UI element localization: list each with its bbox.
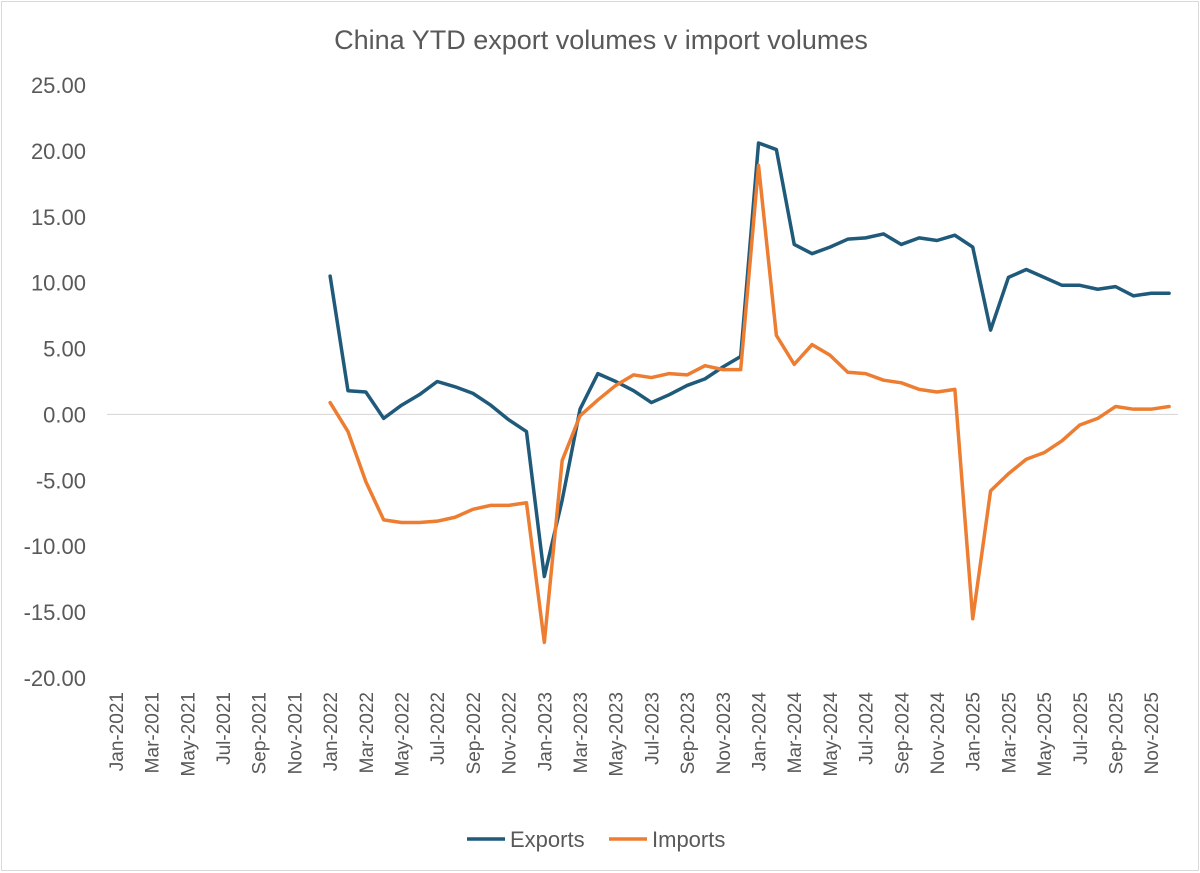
x-tick-label: May-2024: [821, 692, 842, 777]
chart-title: China YTD export volumes v import volume…: [334, 25, 868, 55]
x-tick-label: May-2021: [178, 692, 199, 777]
legend-label-exports: Exports: [510, 827, 585, 852]
x-tick-label: Mar-2021: [143, 692, 164, 773]
y-tick-label: 0.00: [43, 402, 86, 427]
y-tick-label: -15.00: [24, 600, 86, 625]
y-tick-label: 15.00: [31, 205, 86, 230]
x-tick-label: May-2023: [607, 692, 628, 777]
x-tick-label: Sep-2022: [464, 692, 485, 774]
x-tick-label: Mar-2025: [999, 692, 1020, 773]
x-tick-label: Jul-2023: [642, 692, 663, 765]
x-tick-label: Sep-2025: [1107, 692, 1128, 774]
x-tick-label: Nov-2021: [285, 692, 306, 774]
y-tick-label: 20.00: [31, 139, 86, 164]
x-tick-label: Mar-2022: [357, 692, 378, 773]
x-tick-label: Nov-2022: [500, 692, 521, 774]
y-tick-label: -10.00: [24, 534, 86, 559]
x-tick-label: Jan-2024: [750, 692, 771, 772]
x-tick-label: Jan-2025: [964, 692, 985, 771]
series-line-imports: [328, 163, 1171, 645]
x-tick-label: May-2025: [1035, 692, 1056, 777]
x-tick-label: Nov-2025: [1142, 692, 1163, 774]
series-line-exports: [328, 141, 1171, 579]
x-tick-label: May-2022: [393, 692, 414, 777]
y-tick-label: 25.00: [31, 73, 86, 98]
y-tick-label: 10.00: [31, 271, 86, 296]
x-tick-label: Jul-2024: [857, 692, 878, 765]
x-tick-label: Jan-2021: [107, 692, 128, 771]
series-layer: [328, 141, 1171, 645]
y-axis-ticks: 25.00 20.00 15.00 10.00 5.00 0.00 -5.00 -10.00 -…: [24, 73, 86, 691]
x-axis-ticks: Jan-2021 Mar-2021 May-2021 Jul-2021 Sep-2021…: [107, 692, 1163, 777]
x-tick-label: Mar-2023: [571, 692, 592, 773]
x-tick-label: Jan-2022: [321, 692, 342, 771]
x-tick-label: Jan-2023: [535, 692, 556, 771]
x-tick-label: Nov-2024: [928, 692, 949, 775]
x-tick-label: Sep-2021: [250, 692, 271, 774]
legend-label-imports: Imports: [652, 827, 725, 852]
x-tick-label: Jul-2025: [1071, 692, 1092, 765]
y-tick-label: -5.00: [36, 468, 86, 493]
y-tick-label: -20.00: [24, 666, 86, 691]
legend: Exports Imports: [467, 827, 725, 852]
x-tick-label: Sep-2024: [892, 692, 913, 775]
x-tick-label: Jul-2022: [428, 692, 449, 765]
x-tick-label: Mar-2024: [785, 692, 806, 774]
x-tick-label: Sep-2023: [678, 692, 699, 774]
x-tick-label: Jul-2021: [214, 692, 235, 765]
y-tick-label: 5.00: [43, 337, 86, 362]
x-tick-label: Nov-2023: [714, 692, 735, 774]
